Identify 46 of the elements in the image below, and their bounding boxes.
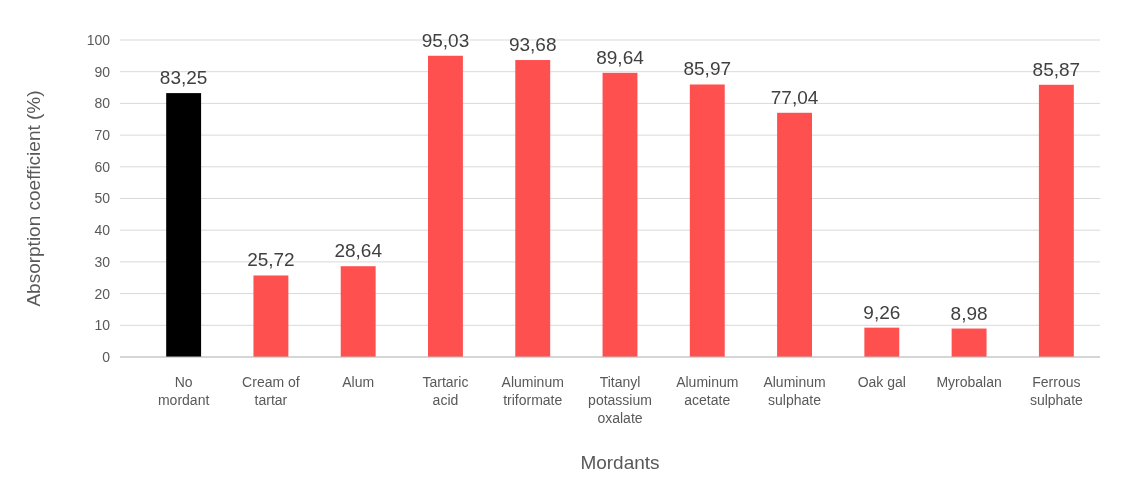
y-tick-label: 30 xyxy=(94,253,111,270)
data-label: 77,04 xyxy=(770,86,819,108)
bar xyxy=(864,327,900,357)
data-label: 95,03 xyxy=(421,29,470,51)
x-tick-label: Alum xyxy=(342,374,375,390)
y-axis-title: Absorption coefficient (%) xyxy=(23,90,44,307)
bar xyxy=(515,60,551,357)
data-label: 89,64 xyxy=(596,46,645,68)
bar xyxy=(689,84,725,357)
data-label: 85,97 xyxy=(683,58,732,80)
bar xyxy=(253,275,289,357)
x-tick-label: Aluminum sulphate xyxy=(763,374,826,408)
x-tick-label: Tartaric acid xyxy=(422,374,469,408)
y-tick-label: 60 xyxy=(94,158,111,175)
x-tick-label: Aluminum acetate xyxy=(676,374,739,408)
y-tick-label: 50 xyxy=(94,190,111,207)
y-tick-label: 10 xyxy=(94,317,111,334)
x-tick-label: Myrobalan xyxy=(936,374,1002,390)
data-label: 85,87 xyxy=(1032,58,1081,80)
y-tick-label: 20 xyxy=(94,285,111,302)
bar xyxy=(602,72,638,357)
y-tick-label: 100 xyxy=(86,31,111,48)
y-tick-label: 0 xyxy=(102,348,111,365)
bar xyxy=(777,112,812,357)
bar xyxy=(1038,84,1074,357)
x-tick-label: Titanyl potassium oxalate xyxy=(588,374,652,426)
data-label: 93,68 xyxy=(508,34,557,56)
y-tick-label: 40 xyxy=(94,222,111,239)
x-tick-label: Oak gal xyxy=(857,374,906,390)
data-label: 9,26 xyxy=(863,301,901,323)
data-label: 8,98 xyxy=(950,302,988,324)
bar xyxy=(166,93,202,357)
x-tick-label: No mordant xyxy=(157,374,210,408)
y-tick-label: 90 xyxy=(94,63,111,80)
y-tick-label: 80 xyxy=(94,95,111,112)
data-label: 83,25 xyxy=(159,67,208,89)
bar xyxy=(428,55,463,357)
bar xyxy=(340,266,376,357)
y-tick-label: 70 xyxy=(94,127,111,144)
x-tick-label: Cream of tartar xyxy=(242,374,300,408)
data-label: 25,72 xyxy=(247,249,295,271)
data-label: 28,64 xyxy=(334,240,383,262)
x-tick-label: Aluminum triformate xyxy=(501,374,564,408)
x-axis-title: Mordants xyxy=(580,452,660,473)
x-tick-label: Ferrous sulphate xyxy=(1029,374,1084,408)
bar xyxy=(951,328,987,357)
